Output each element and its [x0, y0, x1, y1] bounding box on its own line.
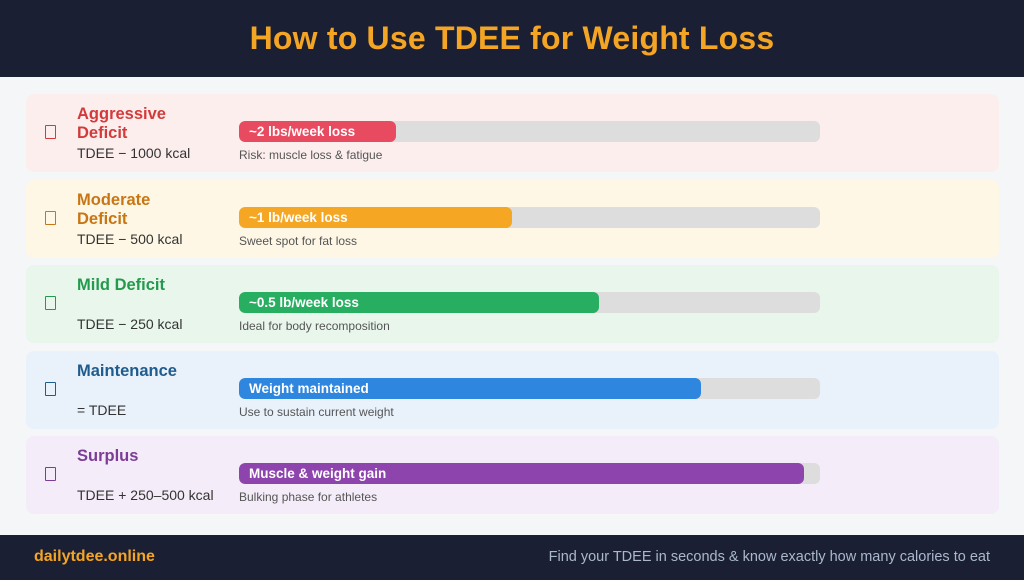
strategy-note: Use to sustain current weight: [239, 404, 394, 419]
strategy-title: Maintenance: [77, 361, 177, 380]
strategy-label: Mild Deficit TDEE − 250 kcal: [77, 276, 227, 334]
footer-tagline: Find your TDEE in seconds & know exactly…: [548, 549, 990, 565]
strategy-title: Surplus: [77, 447, 139, 465]
leaf-icon: [45, 296, 56, 310]
progress-track: ~0.5 lb/week loss: [239, 292, 820, 313]
strategy-formula: TDEE + 250–500 kcal: [77, 487, 214, 503]
header-banner: How to Use TDEE for Weight Loss: [0, 0, 1024, 77]
strategy-row-moderate-deficit: Moderate Deficit TDEE − 500 kcal ~1 lb/w…: [26, 179, 999, 258]
strategy-title: Aggressive Deficit: [77, 105, 166, 142]
strategy-note: Risk: muscle loss & fatigue: [239, 148, 383, 162]
strategy-row-maintenance: Maintenance = TDEE Weight maintained Use…: [26, 350, 999, 429]
progress-fill: ~0.5 lb/week loss: [239, 292, 600, 313]
strategy-note: Ideal for body recomposition: [239, 319, 390, 333]
footer-bar: dailytdee.online Find your TDEE in secon…: [0, 535, 1024, 580]
progress-fill: Weight maintained: [239, 377, 701, 399]
strategy-formula: = TDEE: [77, 401, 127, 418]
strategy-note: Sweet spot for fat loss: [239, 233, 358, 248]
strategy-title: Mild Deficit: [77, 276, 166, 294]
strategy-row-aggressive-deficit: Aggressive Deficit TDEE − 1000 kcal ~2 l…: [26, 94, 999, 172]
strategy-note: Bulking phase for athletes: [239, 490, 378, 504]
page-title: How to Use TDEE for Weight Loss: [249, 20, 775, 56]
strategy-label: Maintenance = TDEE: [77, 362, 227, 420]
target-icon: [45, 210, 56, 225]
progress-fill: Muscle & weight gain: [239, 463, 804, 484]
strategy-title: Moderate Deficit: [77, 190, 151, 228]
balance-icon: [45, 381, 56, 396]
strategy-label: Surplus TDEE + 250–500 kcal: [77, 447, 227, 505]
muscle-icon: [45, 467, 56, 481]
progress-track: Muscle & weight gain: [239, 463, 820, 484]
progress-track: ~1 lb/week loss: [239, 206, 820, 228]
warning-icon: [45, 125, 56, 139]
calorie-strategy-list: Aggressive Deficit TDEE − 1000 kcal ~2 l…: [26, 94, 999, 522]
strategy-row-surplus: Surplus TDEE + 250–500 kcal Muscle & wei…: [26, 436, 999, 514]
strategy-label: Aggressive Deficit TDEE − 1000 kcal: [77, 105, 227, 163]
strategy-row-mild-deficit: Mild Deficit TDEE − 250 kcal ~0.5 lb/wee…: [26, 265, 999, 343]
footer-brand-link[interactable]: dailytdee.online: [34, 548, 155, 565]
strategy-formula: TDEE − 500 kcal: [77, 230, 183, 247]
progress-track: ~2 lbs/week loss: [239, 121, 820, 142]
progress-track: Weight maintained: [239, 377, 820, 399]
strategy-formula: TDEE − 1000 kcal: [77, 145, 191, 161]
strategy-label: Moderate Deficit TDEE − 500 kcal: [77, 191, 227, 249]
progress-fill: ~1 lb/week loss: [239, 206, 513, 228]
progress-fill: ~2 lbs/week loss: [239, 121, 396, 142]
strategy-formula: TDEE − 250 kcal: [77, 316, 183, 332]
